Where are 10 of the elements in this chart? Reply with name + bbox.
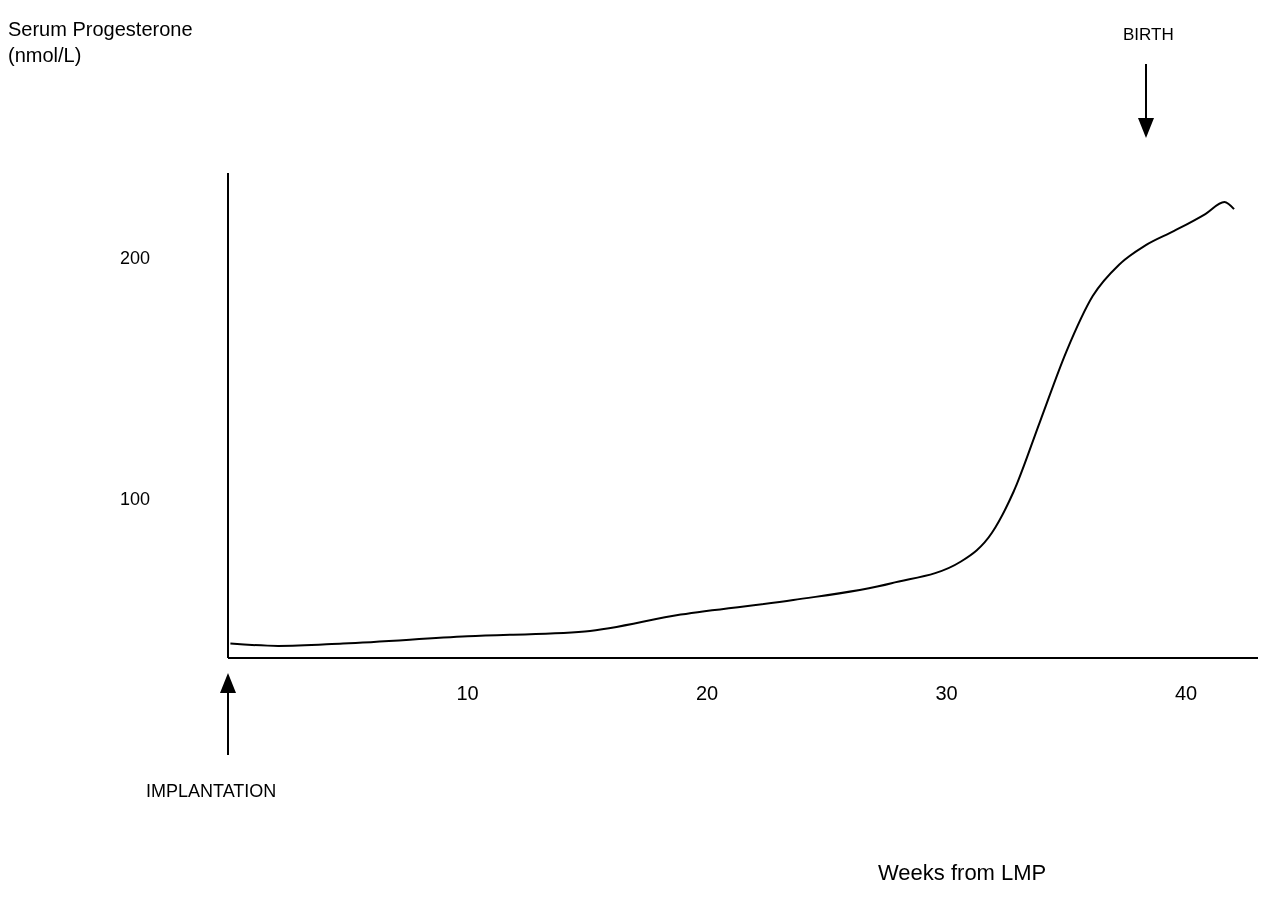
x-tick-label: 20 xyxy=(695,682,719,705)
x-tick-label: 40 xyxy=(1175,682,1198,705)
text: Weeks from LMP xyxy=(878,860,1047,886)
text: BIRTH xyxy=(1123,24,1174,46)
y-tick-label: 200 xyxy=(119,247,150,268)
text: Serum Progesterone (nmol/L) xyxy=(8,17,193,68)
x-tick-label: 10 xyxy=(456,682,479,705)
y-tick-label: 100 xyxy=(119,489,150,510)
x-tick-label: 30 xyxy=(935,682,958,705)
text: IMPLANTATION xyxy=(146,780,277,803)
